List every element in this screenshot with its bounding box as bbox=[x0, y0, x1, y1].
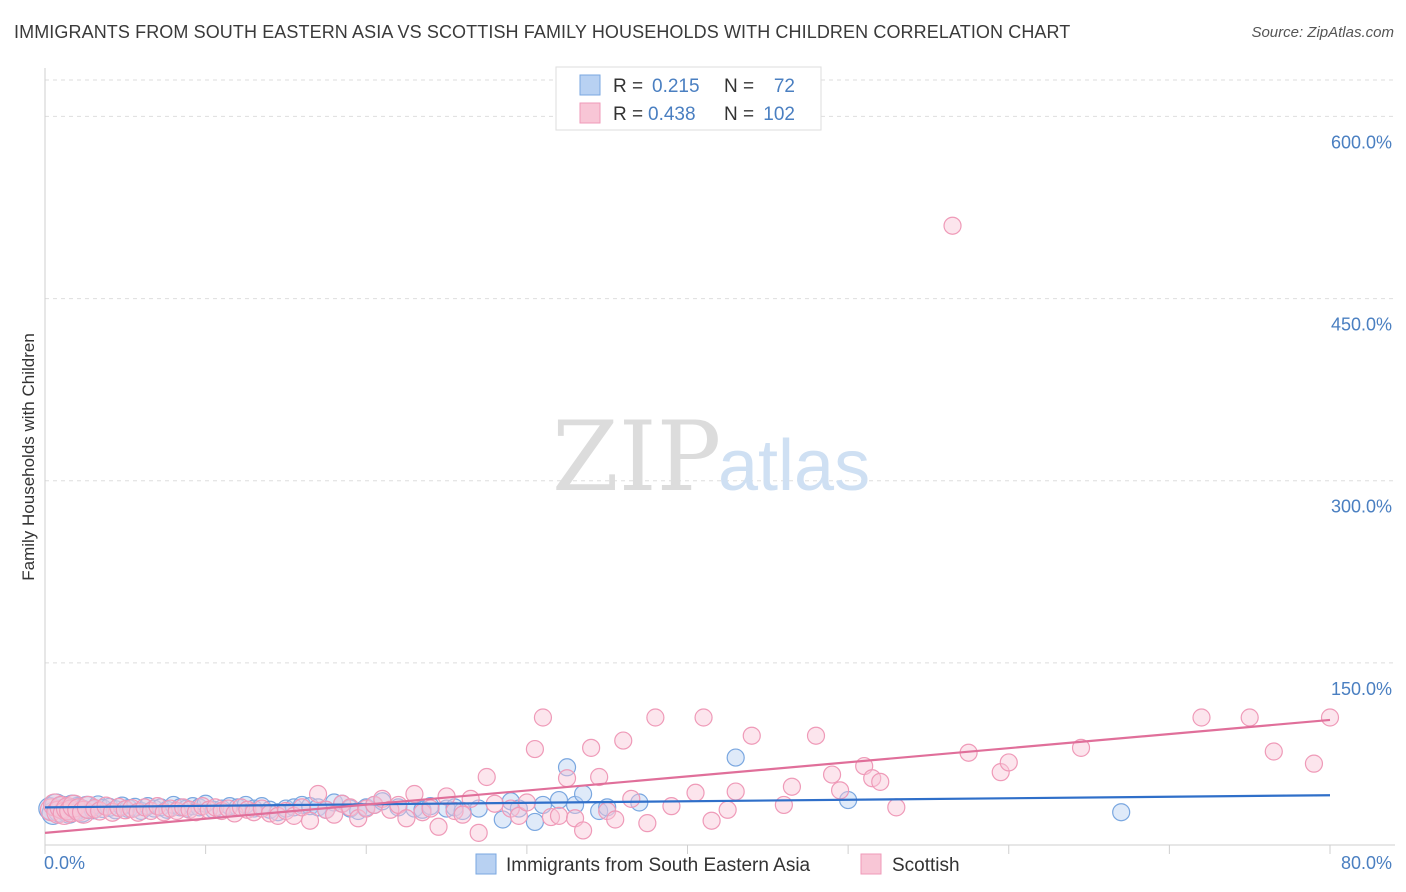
legend-n-label-1: N = bbox=[724, 76, 754, 97]
bottom-legend-label-sea: Immigrants from South Eastern Asia bbox=[506, 855, 811, 876]
scottish-trend-line bbox=[44, 718, 1331, 834]
series-scottish-points bbox=[39, 216, 1340, 842]
scottish-point-95 bbox=[822, 765, 842, 784]
scottish-point-76 bbox=[573, 821, 593, 840]
source-label: Source: ZipAtlas.com bbox=[1251, 24, 1394, 41]
trend-lines bbox=[44, 718, 1331, 834]
scottish-point-73 bbox=[549, 806, 569, 825]
bottom-legend: Immigrants from South Eastern Asia Scott… bbox=[475, 853, 960, 876]
legend-r-value-2: 0.438 bbox=[648, 104, 696, 125]
bottom-legend-swatch-scottish bbox=[860, 853, 882, 875]
legend-swatch-scottish bbox=[579, 102, 601, 124]
legend-r-label-2: R = bbox=[613, 104, 643, 125]
x-tick-label-max: 80.0% bbox=[1341, 853, 1392, 873]
sea-point-72 bbox=[726, 748, 745, 767]
scottish-point-64 bbox=[469, 823, 488, 842]
scottish-point-107 bbox=[1240, 708, 1259, 727]
sea-point-63 bbox=[525, 812, 545, 832]
scottish-point-88 bbox=[702, 811, 721, 830]
scottish-point-89 bbox=[718, 800, 737, 819]
scottish-point-83 bbox=[638, 814, 657, 833]
scottish-point-78 bbox=[590, 767, 609, 787]
y-axis-label: Family Households with Children bbox=[19, 333, 38, 581]
axes bbox=[44, 68, 1395, 846]
scottish-point-71 bbox=[533, 708, 553, 727]
sea-trend-line bbox=[44, 794, 1331, 809]
scottish-point-63 bbox=[461, 789, 480, 808]
scottish-point-55 bbox=[397, 809, 416, 828]
scottish-point-56 bbox=[405, 784, 424, 804]
y-axis-tick-labels: 150.0% 300.0% 450.0% 600.0% bbox=[1331, 132, 1392, 698]
scottish-point-109 bbox=[1304, 754, 1324, 773]
legend-n-value-2: 102 bbox=[763, 104, 795, 125]
scottish-point-81 bbox=[614, 731, 633, 750]
scottish-point-91 bbox=[742, 726, 761, 745]
y-tick-label-150: 150.0% bbox=[1331, 679, 1392, 699]
x-tick-label-min: 0.0% bbox=[44, 853, 85, 873]
scottish-point-84 bbox=[646, 708, 665, 727]
scottish-point-44 bbox=[308, 784, 328, 804]
sea-point-68 bbox=[573, 784, 593, 804]
scottish-point-68 bbox=[509, 806, 528, 825]
legend-r-label-1: R = bbox=[613, 76, 643, 97]
scottish-point-43 bbox=[300, 811, 320, 830]
scottish-point-85 bbox=[662, 797, 681, 816]
sea-point-74 bbox=[1112, 803, 1131, 822]
scottish-point-65 bbox=[477, 767, 496, 787]
scottish-point-62 bbox=[453, 805, 472, 824]
scottish-point-77 bbox=[582, 738, 601, 757]
legend-n-value-1: 72 bbox=[774, 76, 795, 97]
scottish-point-104 bbox=[999, 753, 1018, 772]
scottish-point-80 bbox=[606, 810, 625, 829]
legend-box: R = 0.215 N = 72 R = 0.438 N = 102 bbox=[555, 66, 822, 131]
watermark: ZIP atlas bbox=[552, 401, 870, 513]
scottish-point-101 bbox=[943, 216, 962, 235]
scottish-point-108 bbox=[1264, 742, 1283, 761]
legend-swatch-sea bbox=[579, 74, 601, 96]
sea-point-65 bbox=[549, 790, 569, 810]
scottish-point-87 bbox=[694, 708, 713, 727]
y-tick-label-600: 600.0% bbox=[1331, 132, 1392, 152]
scottish-point-90 bbox=[726, 782, 745, 801]
scottish-point-94 bbox=[806, 726, 826, 745]
gridlines bbox=[45, 79, 1395, 664]
chart-title: IMMIGRANTS FROM SOUTH EASTERN ASIA VS SC… bbox=[14, 22, 1071, 42]
scottish-point-105 bbox=[1071, 738, 1091, 757]
y-tick-label-450: 450.0% bbox=[1331, 315, 1392, 335]
scottish-point-86 bbox=[686, 783, 705, 802]
watermark-atlas: atlas bbox=[718, 426, 870, 506]
scottish-point-92 bbox=[774, 795, 793, 815]
bottom-legend-label-scottish: Scottish bbox=[892, 855, 960, 876]
scottish-point-99 bbox=[871, 772, 890, 791]
scottish-point-82 bbox=[622, 789, 641, 808]
bottom-legend-swatch-sea bbox=[475, 853, 497, 875]
watermark-zip: ZIP bbox=[552, 401, 721, 513]
legend-r-value-1: 0.215 bbox=[652, 76, 700, 97]
scottish-point-100 bbox=[887, 798, 906, 817]
scottish-point-96 bbox=[830, 781, 850, 800]
y-tick-label-300: 300.0% bbox=[1331, 497, 1392, 517]
scottish-point-74 bbox=[557, 769, 577, 788]
sea-point-21 bbox=[145, 799, 164, 818]
scottish-point-93 bbox=[782, 777, 802, 796]
legend-n-label-2: N = bbox=[724, 104, 754, 125]
x-axis-ticks bbox=[44, 845, 1331, 854]
scottish-point-70 bbox=[525, 739, 545, 759]
scottish-point-110 bbox=[1320, 708, 1340, 727]
scottish-point-59 bbox=[429, 817, 448, 836]
scottish-point-106 bbox=[1192, 708, 1211, 727]
